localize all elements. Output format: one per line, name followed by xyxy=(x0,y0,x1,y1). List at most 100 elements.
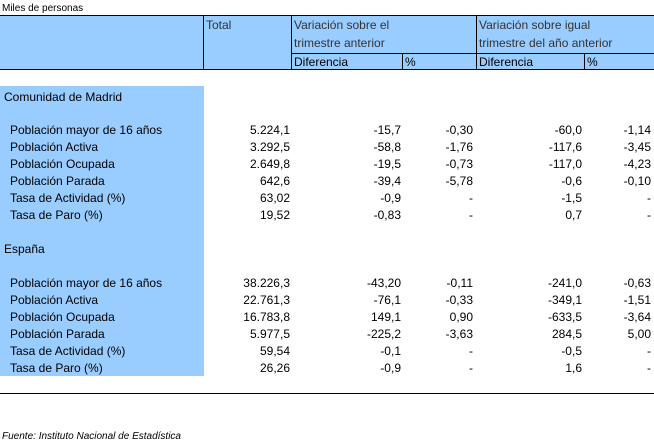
cell-pct-anual: -0,63 xyxy=(623,276,651,290)
header-divider xyxy=(402,53,403,70)
header-divider xyxy=(291,15,292,70)
cell-dif-trim: -58,8 xyxy=(373,140,401,154)
table-row: Tasa de Paro (%) 19,52 -0,83 - 0,7 - xyxy=(0,207,654,224)
table-row: Población Parada 5.977,5 -225,2 -3,63 28… xyxy=(0,326,654,343)
cell-pct-anual: -0,10 xyxy=(623,174,651,188)
header-total: Total xyxy=(206,18,232,32)
header-diferencia-anual: Diferencia xyxy=(479,55,534,69)
cell-pct-anual: -3,45 xyxy=(623,140,651,154)
row-label: Tasa de Actividad (%) xyxy=(10,191,126,205)
table-row: Población mayor de 16 años 38.226,3 -43,… xyxy=(0,275,654,292)
header-divider xyxy=(584,53,585,70)
header-pct-anual: % xyxy=(587,55,598,69)
cell-pct-trim: -0,73 xyxy=(445,157,473,171)
cell-dif-anual: -1,5 xyxy=(561,191,582,205)
cell-dif-trim: -0,1 xyxy=(380,344,401,358)
section-title: España xyxy=(4,242,45,256)
cell-dif-anual: -60,0 xyxy=(554,123,582,137)
row-label: Población Parada xyxy=(10,174,105,188)
cell-pct-anual: -3,64 xyxy=(623,310,651,324)
header-pct-trim: % xyxy=(405,55,416,69)
table-row: Población Activa 3.292,5 -58,8 -1,76 -11… xyxy=(0,139,654,156)
header-mid-rule xyxy=(292,53,654,54)
cell-pct-trim: -5,78 xyxy=(445,174,473,188)
header-top-rule xyxy=(0,15,654,16)
cell-pct-trim: -0,30 xyxy=(445,123,473,137)
cell-dif-anual: -241,0 xyxy=(547,276,582,290)
cell-pct-trim: - xyxy=(469,191,473,205)
row-label: Población mayor de 16 años xyxy=(10,123,163,137)
cell-pct-trim: -0,11 xyxy=(446,276,473,290)
cell-pct-anual: - xyxy=(647,208,651,222)
table-bottom-rule xyxy=(0,393,654,394)
cell-dif-trim: -0,9 xyxy=(380,191,401,205)
cell-total: 3.292,5 xyxy=(249,140,290,154)
cell-dif-anual: -633,5 xyxy=(547,310,582,324)
row-label: Población Ocupada xyxy=(10,157,115,171)
section-title: Comunidad de Madrid xyxy=(4,90,123,104)
cell-pct-trim: - xyxy=(469,344,473,358)
cell-total: 38.226,3 xyxy=(243,276,290,290)
row-label: Población Activa xyxy=(10,140,99,154)
cell-pct-anual: - xyxy=(647,361,651,375)
cell-total: 59,54 xyxy=(259,344,290,358)
cell-pct-trim: - xyxy=(469,208,473,222)
cell-total: 16.783,8 xyxy=(243,310,290,324)
cell-dif-anual: -117,0 xyxy=(548,157,582,171)
cell-total: 5.977,5 xyxy=(249,327,290,341)
cell-pct-anual: -1,14 xyxy=(623,123,651,137)
cell-total: 63,02 xyxy=(259,191,290,205)
row-label: Tasa de Paro (%) xyxy=(10,361,103,375)
cell-dif-trim: -76,1 xyxy=(373,293,401,307)
table-row: Tasa de Paro (%) 26,26 -0,9 - 1,6 - xyxy=(0,360,654,377)
cell-dif-trim: -15,7 xyxy=(373,123,401,137)
cell-pct-anual: -4,23 xyxy=(623,157,651,171)
cell-dif-anual: -117,6 xyxy=(548,140,582,154)
cell-dif-anual: -0,6 xyxy=(561,174,582,188)
cell-pct-anual: 5,00 xyxy=(627,327,651,341)
table-row: Población Activa 22.761,3 -76,1 -0,33 -3… xyxy=(0,292,654,309)
cell-total: 2.649,8 xyxy=(249,157,290,171)
table-row: Población Parada 642,6 -39,4 -5,78 -0,6 … xyxy=(0,173,654,190)
label-column-shading xyxy=(0,86,204,376)
cell-total: 642,6 xyxy=(259,174,290,188)
row-label: Tasa de Paro (%) xyxy=(10,208,103,222)
cell-dif-anual: 0,7 xyxy=(565,208,582,222)
cell-dif-trim: -0,9 xyxy=(380,361,401,375)
cell-dif-trim: -39,4 xyxy=(373,174,401,188)
cell-pct-trim: 0,90 xyxy=(449,310,473,324)
units-note: Miles de personas xyxy=(2,3,84,14)
cell-dif-trim: -0,83 xyxy=(373,208,401,222)
table-header xyxy=(0,15,654,70)
header-divider xyxy=(203,15,204,70)
table-row: Tasa de Actividad (%) 59,54 -0,1 - -0,5 … xyxy=(0,343,654,360)
cell-dif-trim: -43,20 xyxy=(366,276,401,290)
row-label: Población mayor de 16 años xyxy=(10,276,163,290)
cell-total: 22.761,3 xyxy=(243,293,290,307)
cell-total: 19,52 xyxy=(259,208,290,222)
table-row: Población mayor de 16 años 5.224,1 -15,7… xyxy=(0,122,654,139)
header-var-trim-1: Variación sobre el xyxy=(294,18,390,32)
cell-total: 26,26 xyxy=(259,361,290,375)
cell-total: 5.224,1 xyxy=(249,123,290,137)
row-label: Tasa de Actividad (%) xyxy=(10,344,126,358)
cell-dif-anual: -349,1 xyxy=(547,293,582,307)
cell-pct-trim: -1,76 xyxy=(445,140,473,154)
row-label: Población Activa xyxy=(10,293,99,307)
cell-pct-trim: -0,33 xyxy=(445,293,473,307)
cell-pct-trim: -3,63 xyxy=(445,327,473,341)
cell-dif-anual: 284,5 xyxy=(551,327,582,341)
header-var-anual-2: trimestre del año anterior xyxy=(479,36,613,50)
table-row: Población Ocupada 2.649,8 -19,5 -0,73 -1… xyxy=(0,156,654,173)
cell-dif-anual: 1,6 xyxy=(565,361,582,375)
cell-pct-anual: -1,51 xyxy=(623,293,651,307)
header-divider xyxy=(476,15,477,70)
cell-dif-trim: -225,2 xyxy=(366,327,401,341)
table-row: Población Ocupada 16.783,8 149,1 0,90 -6… xyxy=(0,309,654,326)
cell-pct-anual: - xyxy=(647,344,651,358)
cell-dif-trim: -19,5 xyxy=(373,157,401,171)
cell-dif-anual: -0,5 xyxy=(561,344,582,358)
header-var-trim-2: trimestre anterior xyxy=(294,36,385,50)
cell-pct-trim: - xyxy=(469,361,473,375)
row-label: Población Ocupada xyxy=(10,310,115,324)
